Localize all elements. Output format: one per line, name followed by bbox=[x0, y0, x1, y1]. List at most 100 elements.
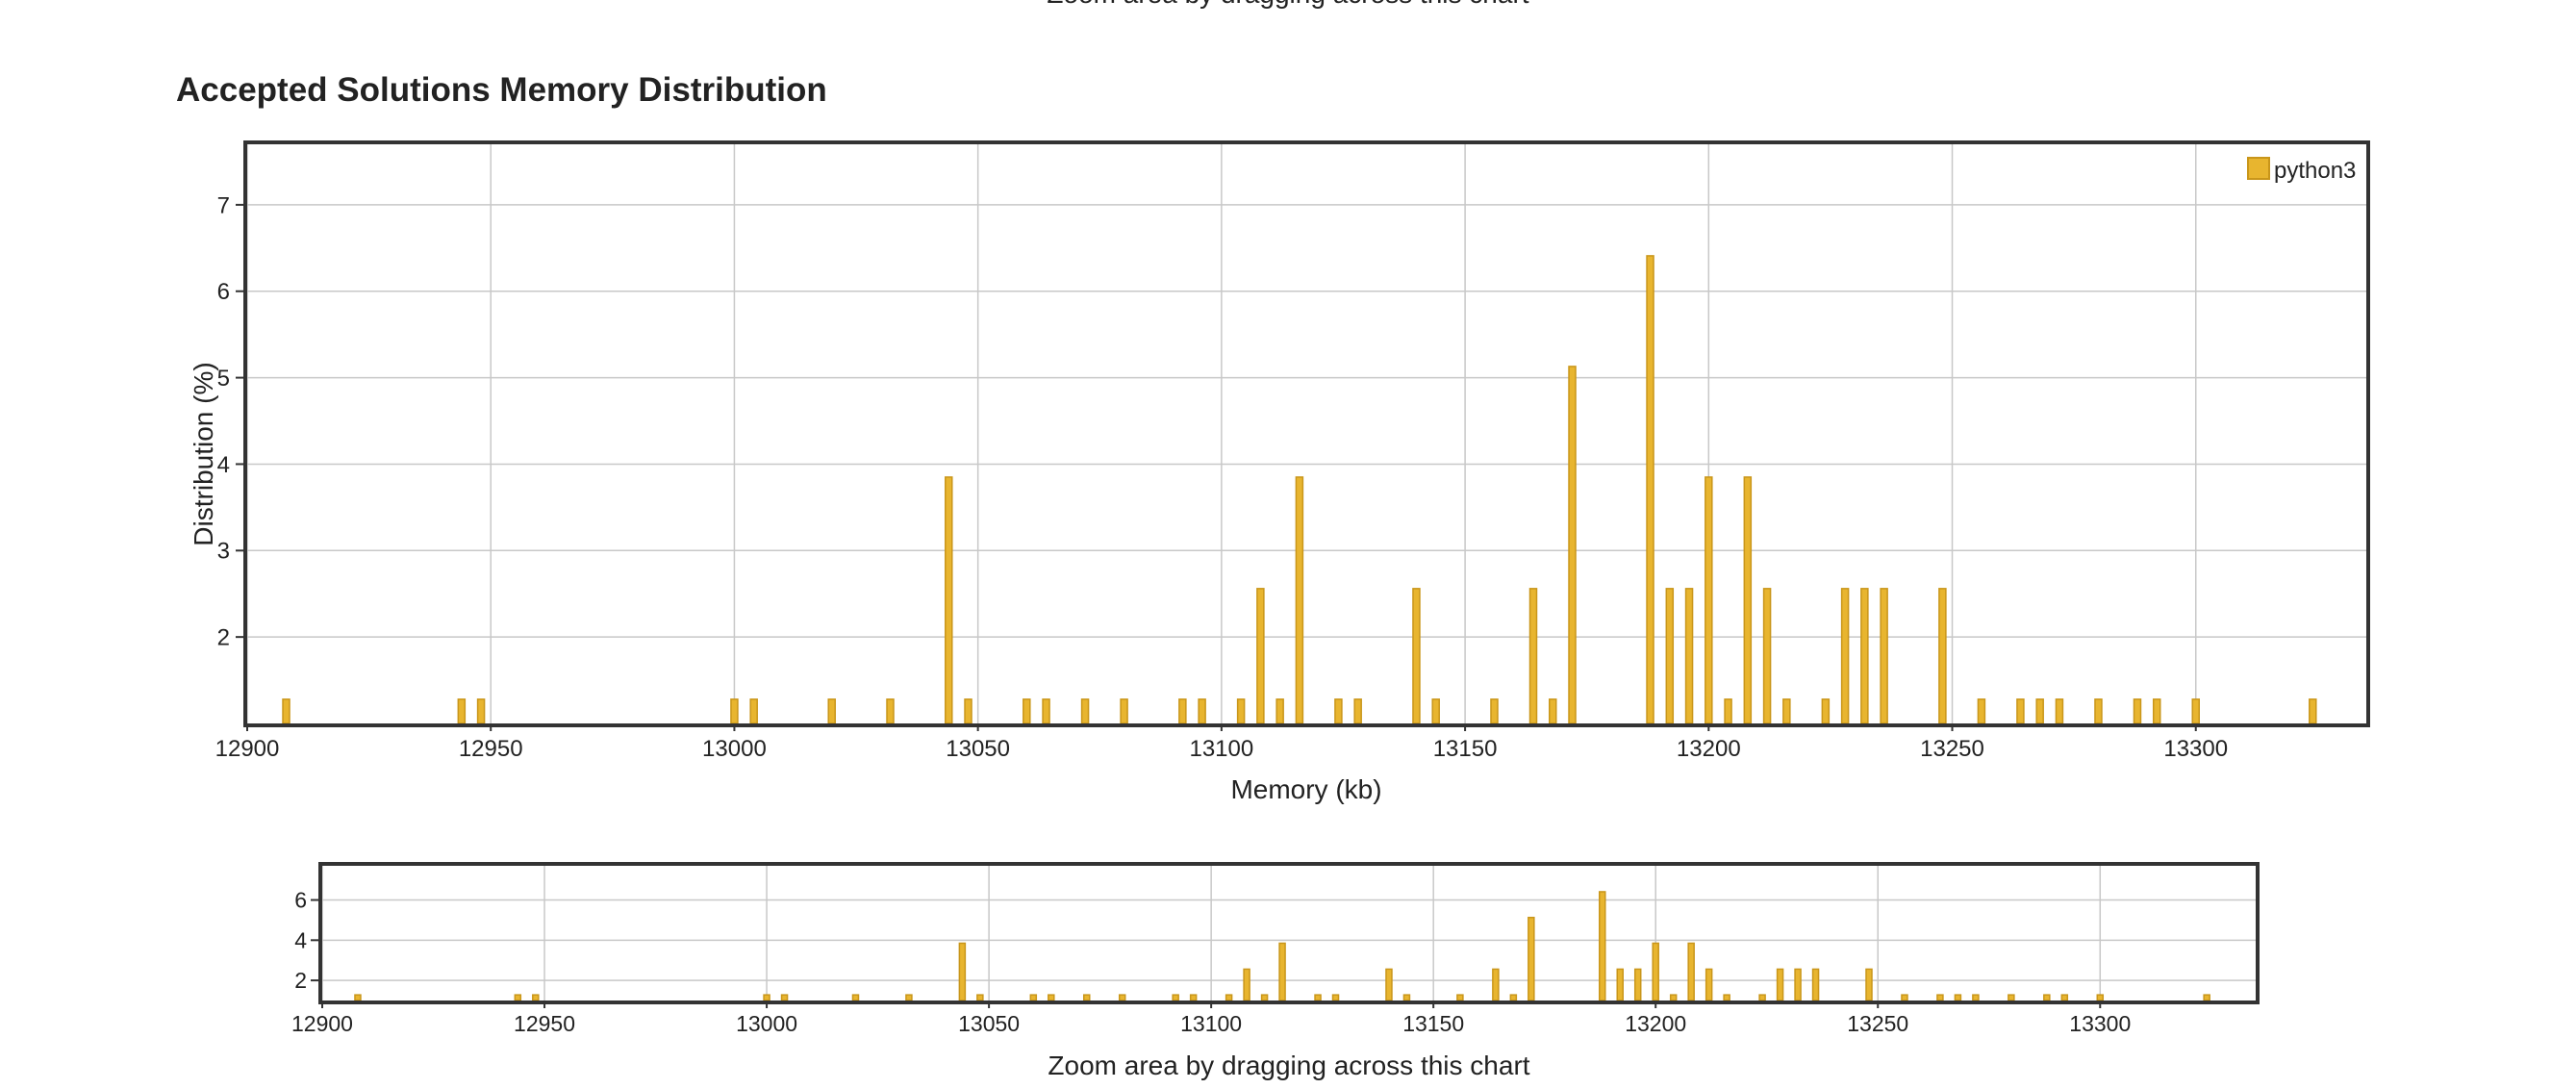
navigator-bar[interactable] bbox=[532, 994, 540, 1001]
navigator-bar[interactable] bbox=[1243, 968, 1250, 1001]
navigator-bar[interactable] bbox=[1669, 994, 1678, 1001]
main-bar[interactable] bbox=[1120, 698, 1128, 724]
navigator-bar[interactable] bbox=[1331, 994, 1340, 1001]
main-bar[interactable] bbox=[2016, 698, 2025, 724]
main-bar[interactable] bbox=[2035, 698, 2044, 724]
main-bar[interactable] bbox=[1880, 588, 1888, 724]
main-bar[interactable] bbox=[886, 698, 895, 724]
navigator-bar[interactable] bbox=[905, 994, 913, 1001]
navigator-bar[interactable] bbox=[1652, 942, 1659, 1001]
main-bar[interactable] bbox=[1198, 698, 1206, 724]
navigator-bar[interactable] bbox=[976, 994, 984, 1001]
navigator-bar[interactable] bbox=[1528, 916, 1535, 1001]
main-bar[interactable] bbox=[1782, 698, 1791, 724]
navigator-bar[interactable] bbox=[2203, 994, 2210, 1001]
navigator-bar[interactable] bbox=[1260, 994, 1269, 1001]
navigator-bar[interactable] bbox=[2060, 994, 2069, 1001]
navigator-bar[interactable] bbox=[1794, 968, 1802, 1001]
navigator-bar[interactable] bbox=[514, 994, 522, 1001]
navigator-bar[interactable] bbox=[1278, 942, 1286, 1001]
navigator-bar[interactable] bbox=[2096, 994, 2105, 1001]
navigator-bar[interactable] bbox=[1118, 994, 1126, 1001]
navigator-bar[interactable] bbox=[1705, 968, 1713, 1001]
main-bar[interactable] bbox=[1549, 698, 1557, 724]
main-bar[interactable] bbox=[2055, 698, 2064, 724]
main-bar[interactable] bbox=[730, 698, 739, 724]
main-bar[interactable] bbox=[1178, 698, 1187, 724]
main-bar[interactable] bbox=[1490, 698, 1499, 724]
navigator-bar[interactable] bbox=[1865, 968, 1873, 1001]
navigator-bar[interactable] bbox=[1029, 994, 1038, 1001]
navigator-bar[interactable] bbox=[1776, 968, 1784, 1001]
main-chart[interactable]: 2 3 4 5 6 7 12900 12950 13000 13050 13100 13150 132… bbox=[0, 0, 2576, 808]
navigator-bar[interactable] bbox=[1456, 994, 1464, 1001]
main-bar[interactable] bbox=[2094, 698, 2103, 724]
navigator-bar[interactable] bbox=[1225, 994, 1233, 1001]
main-bar[interactable] bbox=[1840, 588, 1850, 724]
navigator-bar[interactable] bbox=[1402, 994, 1411, 1001]
main-bar[interactable] bbox=[2133, 698, 2142, 724]
main-bar[interactable] bbox=[1412, 588, 1421, 724]
navigator-bar[interactable] bbox=[1811, 968, 1820, 1001]
main-bar[interactable] bbox=[282, 698, 290, 724]
main-bar[interactable] bbox=[1665, 588, 1675, 724]
navigator-bar[interactable] bbox=[1492, 968, 1500, 1001]
navigator-bar[interactable] bbox=[1723, 994, 1730, 1001]
navigator-bar[interactable] bbox=[780, 994, 789, 1001]
main-bar[interactable] bbox=[1821, 698, 1831, 724]
navigator-bar[interactable] bbox=[851, 994, 860, 1001]
navigator-bar[interactable] bbox=[1936, 994, 1944, 1001]
navigator-bar[interactable] bbox=[1509, 994, 1518, 1001]
legend[interactable]: python3 bbox=[2247, 157, 2356, 184]
main-bar[interactable] bbox=[749, 698, 758, 724]
main-bar[interactable] bbox=[1353, 698, 1362, 724]
navigator-bar[interactable] bbox=[1172, 994, 1179, 1001]
main-bar[interactable] bbox=[1528, 588, 1538, 724]
main-bar[interactable] bbox=[1431, 698, 1440, 724]
main-bar[interactable] bbox=[1646, 255, 1654, 724]
main-bar[interactable] bbox=[2309, 698, 2317, 724]
main-bar[interactable] bbox=[964, 698, 972, 724]
navigator-bar[interactable] bbox=[1758, 994, 1766, 1001]
main-bar[interactable] bbox=[1743, 476, 1753, 724]
main-bar[interactable] bbox=[1023, 698, 1031, 724]
navigator-bar[interactable] bbox=[763, 994, 770, 1001]
navigator-bar[interactable] bbox=[1189, 994, 1198, 1001]
navigator-bar[interactable] bbox=[1954, 994, 1962, 1001]
navigator-bar[interactable] bbox=[1385, 968, 1393, 1001]
main-bar[interactable] bbox=[1334, 698, 1343, 724]
main-bar[interactable] bbox=[1236, 698, 1246, 724]
navigator-bar[interactable] bbox=[1599, 891, 1606, 1001]
main-bar[interactable] bbox=[827, 698, 836, 724]
navigator-bar[interactable] bbox=[354, 994, 362, 1001]
navigator-frame[interactable] bbox=[318, 862, 2260, 1004]
navigator-bar[interactable] bbox=[2008, 994, 2015, 1001]
navigator-bar[interactable] bbox=[1687, 942, 1695, 1001]
main-bar[interactable] bbox=[1275, 698, 1284, 724]
main-bar[interactable] bbox=[1860, 588, 1869, 724]
main-bar[interactable] bbox=[476, 698, 486, 724]
main-bar[interactable] bbox=[945, 476, 953, 724]
main-bar[interactable] bbox=[2152, 698, 2161, 724]
navigator-bar[interactable] bbox=[958, 942, 967, 1001]
main-bar[interactable] bbox=[1684, 588, 1694, 724]
main-bar[interactable] bbox=[1977, 698, 1986, 724]
navigator-bar[interactable] bbox=[1972, 994, 1980, 1001]
main-bar[interactable] bbox=[1724, 698, 1732, 724]
navigator-bar[interactable] bbox=[1048, 994, 1055, 1001]
main-bar[interactable] bbox=[1080, 698, 1090, 724]
navigator-bar[interactable] bbox=[1901, 994, 1908, 1001]
main-bar[interactable] bbox=[1568, 366, 1577, 724]
navigator-bar[interactable] bbox=[1314, 994, 1322, 1001]
navigator-bar[interactable] bbox=[1083, 994, 1091, 1001]
main-bar[interactable] bbox=[1705, 476, 1713, 724]
main-bar[interactable] bbox=[2191, 698, 2200, 724]
navigator-bar[interactable] bbox=[1633, 968, 1642, 1001]
main-bar[interactable] bbox=[1295, 476, 1304, 724]
main-bar[interactable] bbox=[457, 698, 467, 724]
main-bar[interactable] bbox=[1256, 588, 1265, 724]
navigator-bar[interactable] bbox=[1616, 968, 1624, 1001]
main-bar[interactable] bbox=[1938, 588, 1947, 724]
main-bar[interactable] bbox=[1042, 698, 1050, 724]
main-bar[interactable] bbox=[1762, 588, 1772, 724]
